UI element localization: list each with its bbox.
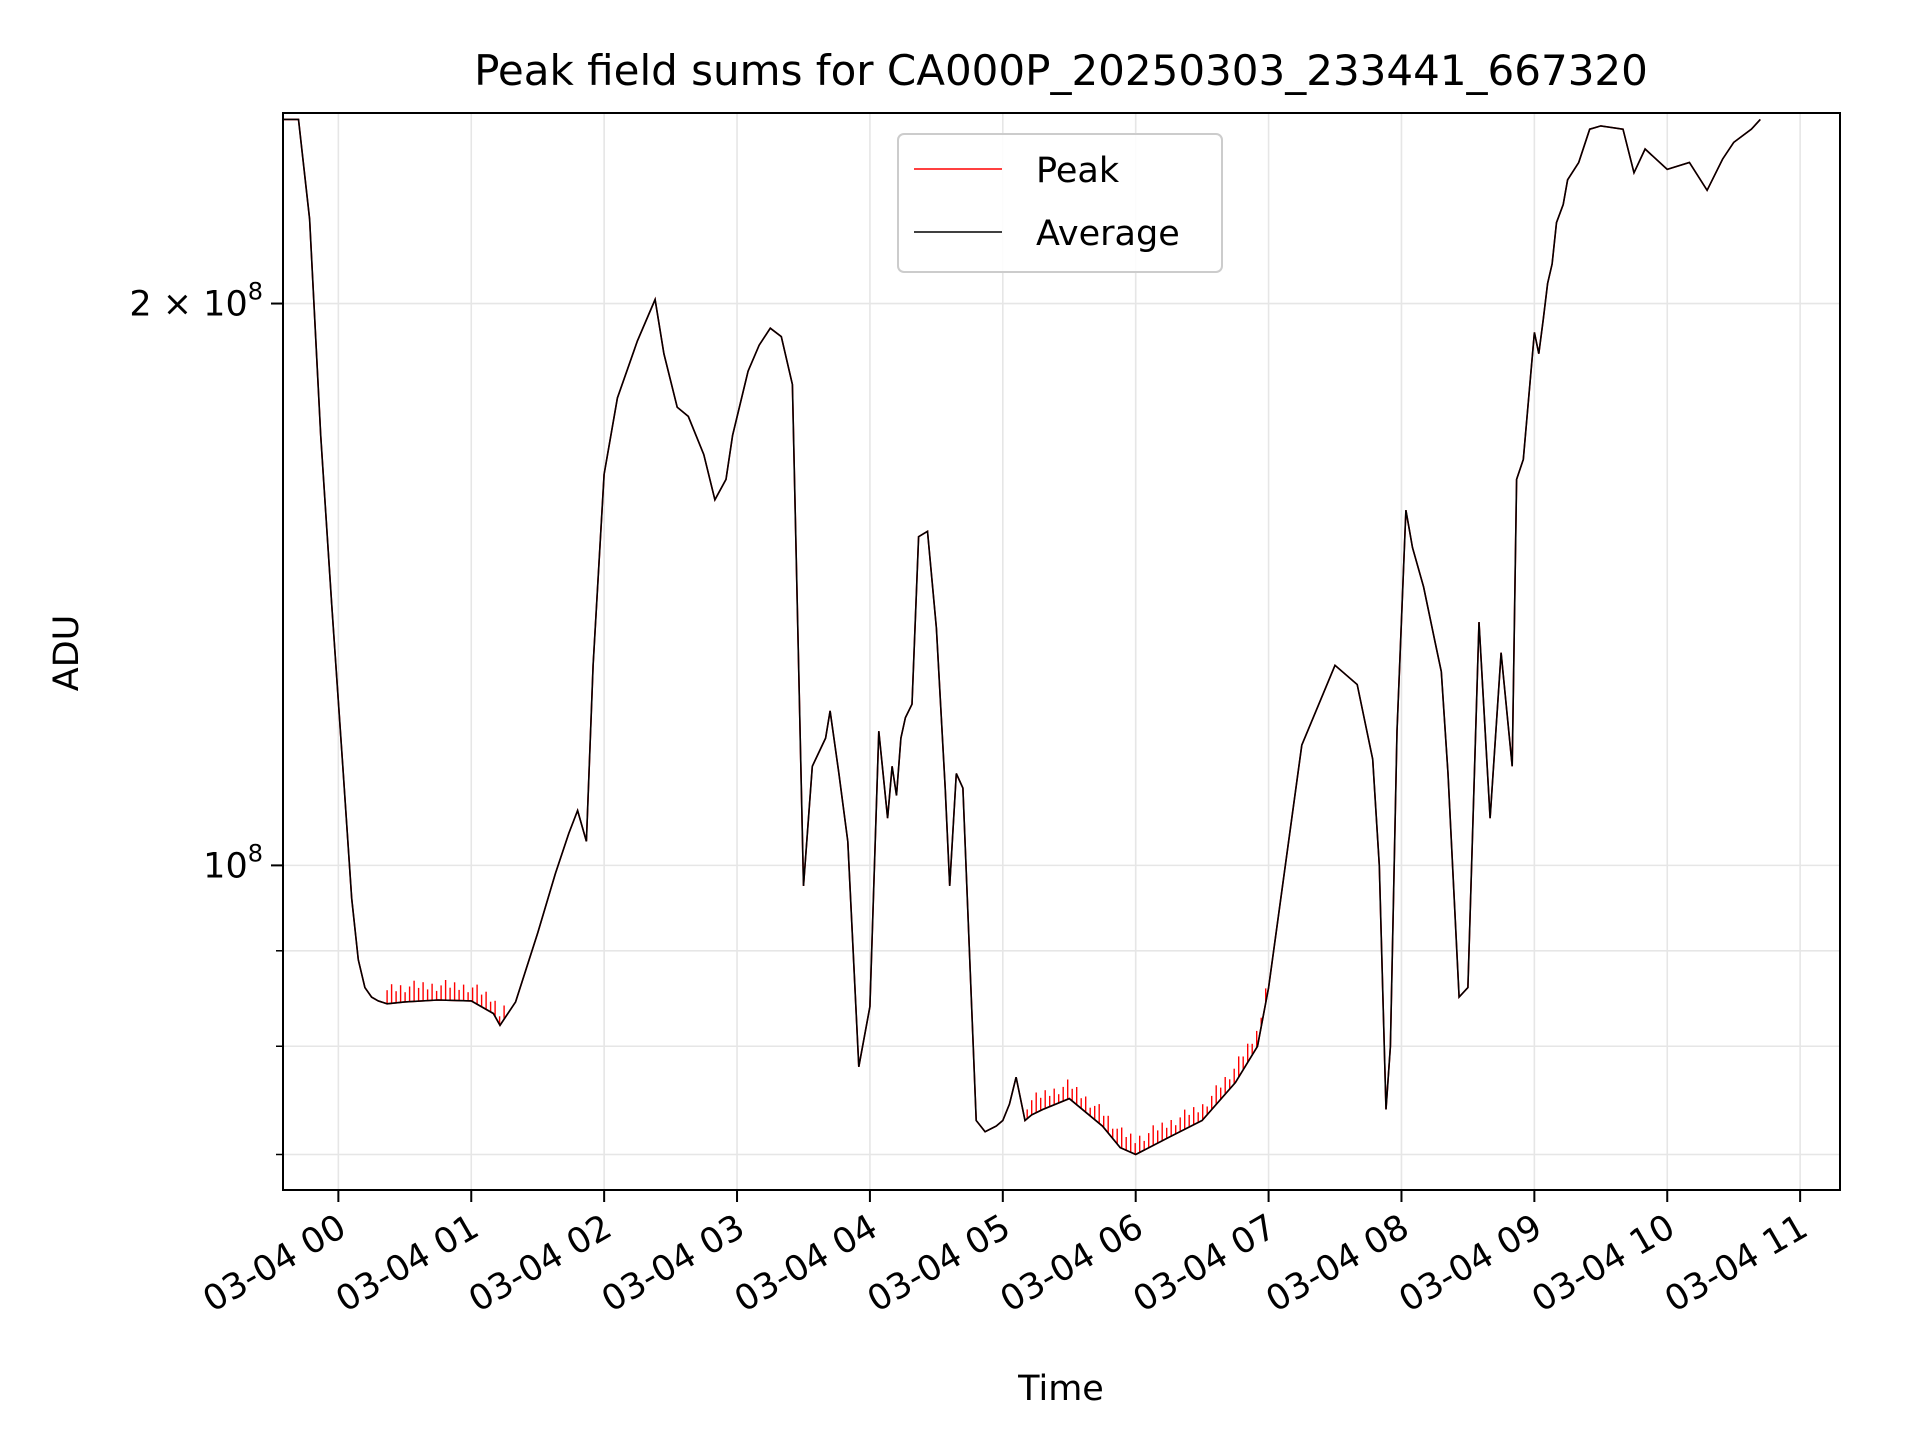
- peak-series-line: [283, 118, 1761, 1156]
- x-tick-label: 03-04 04: [728, 1207, 884, 1320]
- y-axis-ticks: 108 2 × 108: [129, 278, 283, 1156]
- x-tick-label: 03-04 00: [197, 1207, 353, 1320]
- x-tick-label: 03-04 05: [861, 1207, 1017, 1320]
- x-tick-label: 03-04 09: [1393, 1207, 1549, 1320]
- average-series-line: [283, 118, 1761, 1156]
- x-axis-label: Time: [1017, 1369, 1104, 1409]
- x-tick-label: 03-04 10: [1525, 1207, 1681, 1320]
- grid-lines: [283, 113, 1840, 1190]
- chart-title: Peak field sums for CA000P_20250303_2334…: [474, 46, 1648, 95]
- plot-area-frame: [282, 112, 1841, 1191]
- legend-peak-label: Peak: [1036, 151, 1120, 191]
- legend: Peak Average: [897, 133, 1223, 273]
- x-tick-label: 03-04 03: [595, 1207, 751, 1320]
- y-axis-label: ADU: [47, 615, 87, 692]
- x-tick-label: 03-04 01: [329, 1207, 485, 1320]
- y-tick-label: 2 × 108: [129, 278, 263, 325]
- x-tick-label: 03-04 07: [1127, 1207, 1283, 1320]
- x-tick-label: 03-04 06: [994, 1207, 1150, 1320]
- x-tick-label: 03-04 11: [1658, 1207, 1814, 1320]
- legend-average-label: Average: [1036, 214, 1180, 254]
- y-tick-label: 108: [203, 839, 263, 886]
- x-tick-label: 03-04 08: [1260, 1207, 1416, 1320]
- x-tick-label: 03-04 02: [462, 1207, 618, 1320]
- peak-series-spikes: [386, 980, 1267, 1155]
